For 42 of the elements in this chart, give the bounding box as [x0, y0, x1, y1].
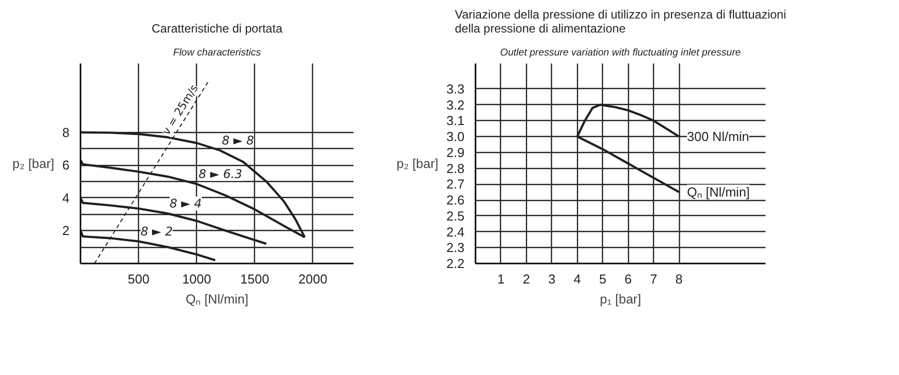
y-tick-label: 2.3 [446, 240, 465, 256]
y-tick-label: 3.0 [446, 129, 465, 144]
x-tick-label: 8 [675, 272, 683, 286]
y-tick-label: 2.7 [446, 176, 465, 192]
series-label: Qₙ [Nl/min] [687, 184, 750, 200]
chart-subtitle: Outlet pressure variation with fluctuating inlet pressure [500, 48, 742, 58]
y-tick-label: 2.2 [446, 256, 465, 271]
x-tick-label: 1500 [240, 272, 270, 286]
y-tick-label: 2.9 [446, 144, 465, 160]
series-label: 8 ► 4 [170, 196, 202, 210]
series-label: 8 ► 8 [222, 133, 254, 148]
x-tick-label: 7 [650, 272, 658, 286]
y-tick-label: 3.3 [446, 81, 465, 96]
y-tick-label: 3.2 [446, 97, 465, 112]
chart-subtitle: Flow characteristics [173, 48, 261, 58]
x-tick-label: 5 [599, 272, 606, 286]
y-tick-label: 4 [62, 190, 70, 206]
x-tick-label: 3 [548, 272, 556, 286]
y-tick-label: 2.6 [446, 192, 465, 208]
y-tick-label: 8 [62, 124, 70, 140]
x-tick-label: 6 [624, 272, 632, 286]
y-tick-label: 3.1 [446, 113, 465, 128]
series-label: 300 Nl/min [687, 129, 750, 144]
series-label: 8 ► 2 [140, 224, 173, 238]
x-tick-label: 2 [522, 272, 530, 286]
x-axis-title: Qₙ [Nl/min] [186, 292, 248, 306]
y-tick-label: 2.5 [446, 208, 465, 224]
y-tick-label: 2.4 [446, 224, 465, 240]
x-tick-label: 1000 [182, 272, 212, 286]
x-tick-label: 500 [128, 272, 150, 286]
y-tick-label: 2.8 [446, 160, 465, 176]
y-axis-title: p₂ [bar] [12, 156, 54, 171]
chart-title: Caratteristiche di portata [152, 22, 283, 36]
x-tick-label: 4 [574, 272, 581, 286]
chart-title: Variazione della pressione di utilizzo in presenza di fluttuazioni della pressione di alimentazione [454, 8, 786, 36]
y-axis-title: p₂ [bar] [396, 156, 438, 171]
y-tick-label: 2 [62, 223, 70, 238]
series-label: 8 ► 6.3 [198, 166, 242, 181]
y-tick-label: 6 [62, 158, 70, 173]
x-tick-label: 1 [497, 272, 505, 286]
x-axis-title: p₁ [bar] [600, 292, 642, 306]
x-tick-label: 2000 [298, 272, 328, 286]
